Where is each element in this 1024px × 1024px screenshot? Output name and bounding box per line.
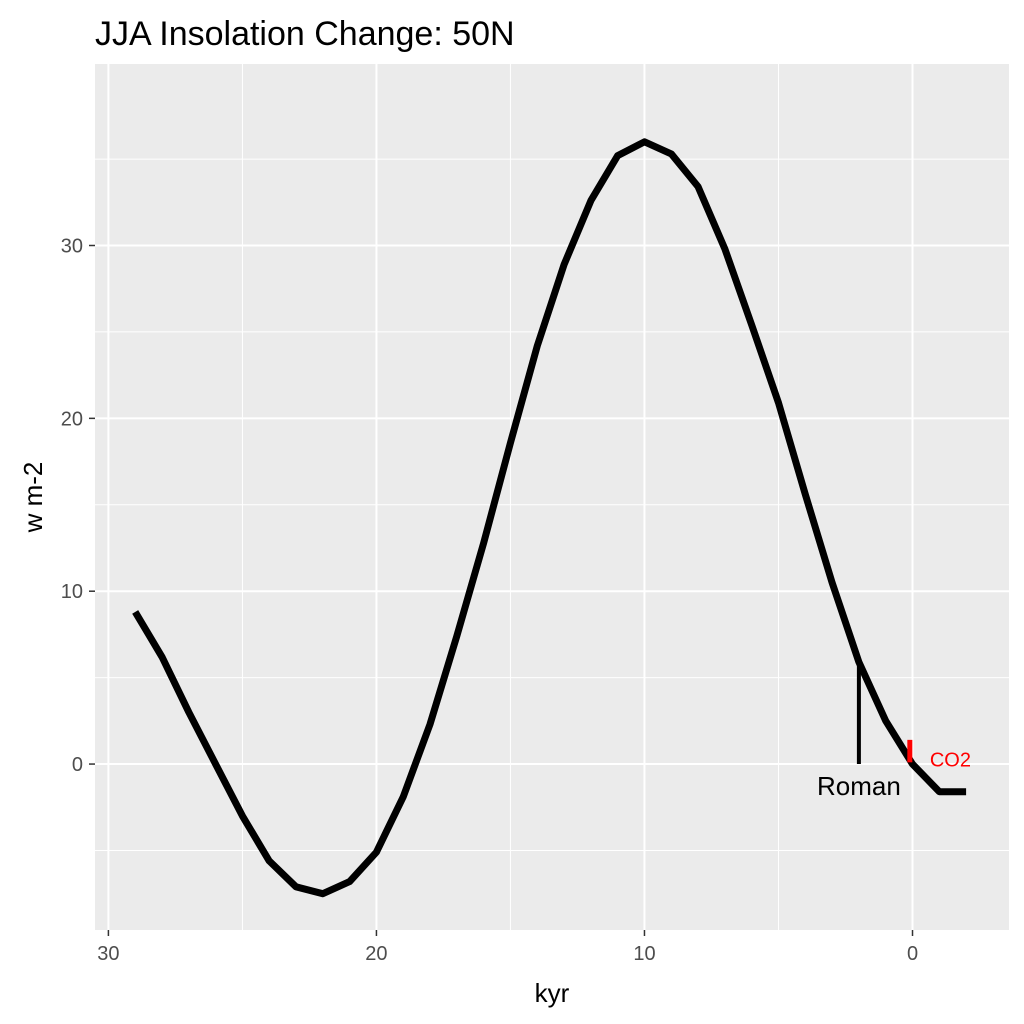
chart-title: JJA Insolation Change: 50N [95,15,515,53]
co2-label: CO2 [930,749,971,771]
y-axis-title: w m-2 [18,462,48,534]
x-tick-label: 30 [97,943,119,965]
y-tick-label: 20 [61,408,83,430]
plot-panel [95,64,1009,930]
series-layer [132,138,967,898]
roman-label: Roman [817,771,901,801]
y-tick-label: 10 [61,581,83,603]
y-tick-label: 30 [61,235,83,257]
x-axis-title: kyr [535,978,570,1008]
gridlines [95,64,1009,930]
x-tick-label: 20 [365,943,387,965]
y-tick-label: 0 [72,754,83,776]
annotations: Roman CO2 [817,663,971,801]
x-tick-label: 0 [907,943,918,965]
insolation-line [132,138,967,898]
x-tick-label: 10 [633,943,655,965]
axes: 30 20 10 0 0 10 20 30 [61,235,918,965]
